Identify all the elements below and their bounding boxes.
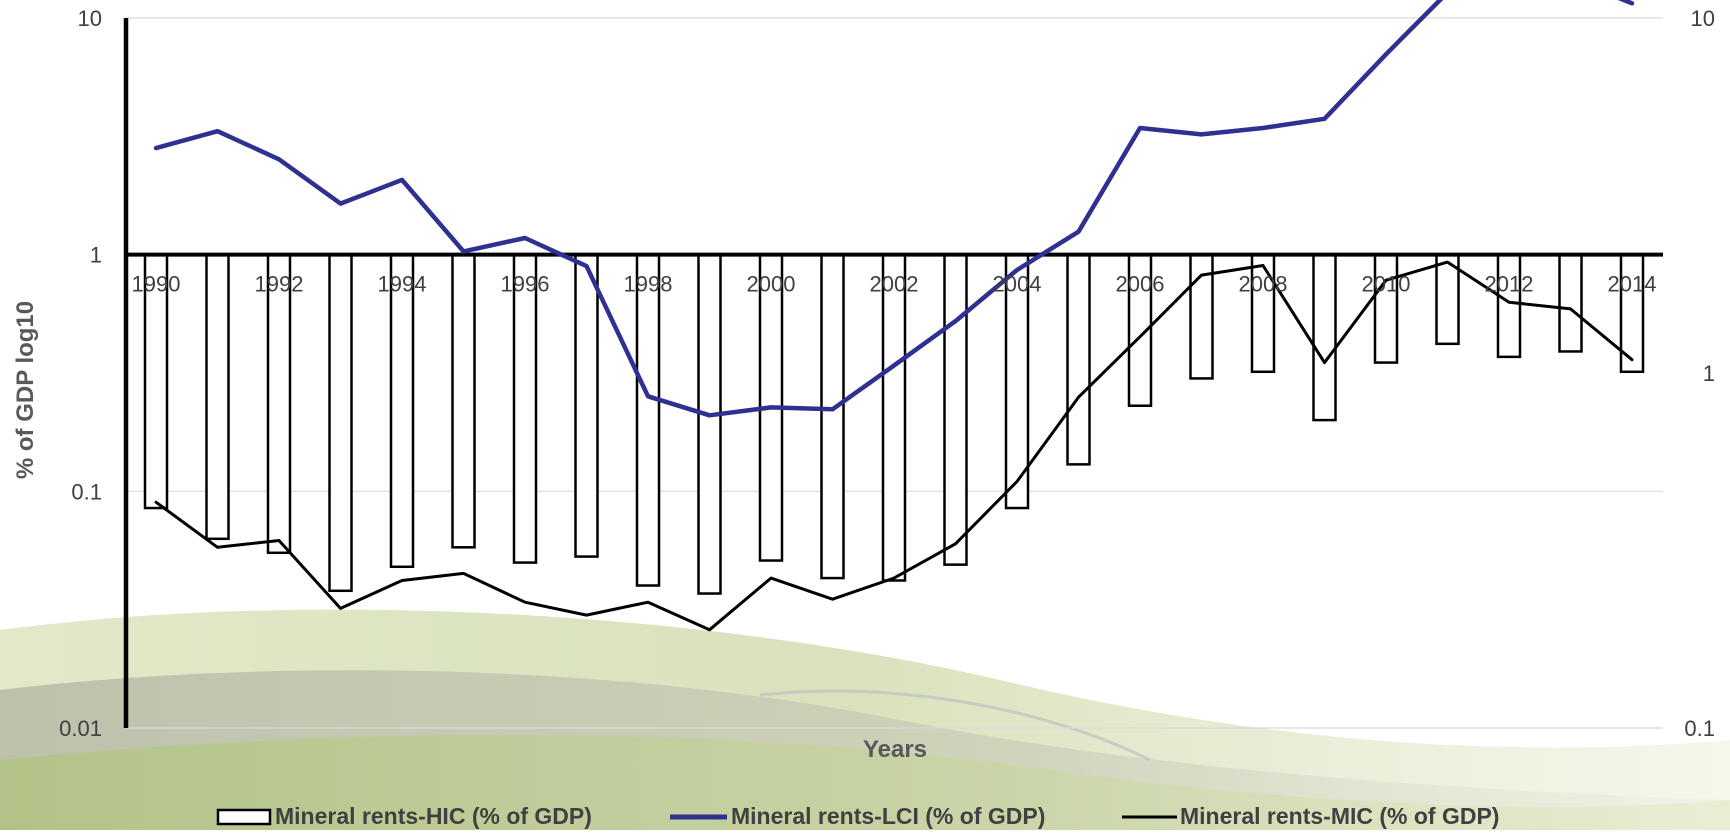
mic-line [154,260,1634,632]
x-tick-label: 1994 [378,272,427,297]
hic-bar [451,253,476,549]
hic-bar [512,253,538,564]
wave-arc [759,689,1151,762]
y-right-tick-label: 1 [1703,361,1715,386]
series-lines [153,0,1635,632]
wave-green [0,735,1730,830]
hic-bar [1066,253,1091,466]
hic-bar [389,253,415,569]
x-tick-label: 1998 [624,272,673,297]
x-tick-label: 2014 [1608,272,1657,297]
y-axis-title: % of GDP log10 [12,301,39,479]
legend-label-lci: Mineral rents-LCI (% of GDP) [731,803,1045,829]
x-tick-label: 2002 [870,272,919,297]
hic-bar [881,253,907,582]
hic-bar [1312,253,1337,422]
x-tick-label: 2008 [1239,272,1288,297]
x-tick-label: 2006 [1116,272,1165,297]
hic-bar [697,253,722,595]
legend-swatch-hic [216,808,272,826]
y-left-tick-label: 0.01 [59,716,102,741]
x-tick-label: 2000 [747,272,796,297]
legend-label-hic: Mineral rents-HIC (% of GDP) [275,803,592,829]
hic-bar [635,253,661,587]
lci-line [153,0,1635,418]
y-right-tick-label: 10 [1691,6,1715,31]
legend: Mineral rents-HIC (% of GDP) Mineral ren… [216,803,1499,829]
legend-label-mic: Mineral rents-MIC (% of GDP) [1180,803,1499,829]
axes: 10 1 0.1 0.01 10 1 0.1 1990 1992 1994 1996 1998 2000… [59,6,1715,741]
x-tick-label: 1990 [132,272,181,297]
x-tick-label: 2012 [1485,272,1534,297]
x-tick-label: 2010 [1362,272,1411,297]
hic-bar [1496,253,1522,359]
x-tick-label: 1992 [255,272,304,297]
y-left-tick-label: 1 [90,243,102,268]
x-axis-title: Years [863,736,927,763]
hic-bar [205,253,230,541]
hic-bar [1558,253,1583,353]
background-waves [0,609,1730,830]
x-tick-label: 1996 [501,272,550,297]
hic-bar [574,253,599,558]
x-tick-label: 2004 [993,272,1042,297]
hic-bar [943,253,968,566]
y-left-tick-label: 0.1 [71,479,102,504]
hic-bars [143,253,1645,595]
hic-bar [328,253,353,593]
hic-bar [266,253,292,555]
hic-bar [820,253,845,580]
y-right-tick-label: 0.1 [1684,716,1715,741]
y-left-tick-label: 10 [78,6,102,31]
